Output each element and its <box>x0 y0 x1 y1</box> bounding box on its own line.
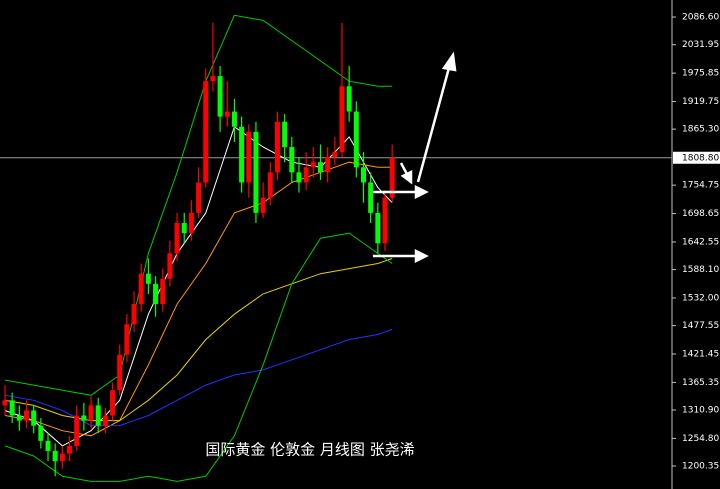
candle-body <box>239 126 245 183</box>
arrow <box>416 63 452 183</box>
y-tick-label: 1588.10 <box>682 265 719 275</box>
candle-body <box>110 390 116 416</box>
candle-body <box>210 76 216 82</box>
y-tick-label: 1532.00 <box>682 293 719 303</box>
candle-body <box>52 450 58 462</box>
arrows <box>373 51 457 264</box>
current-price-label: 1808.80 <box>682 153 719 163</box>
candle-body <box>38 425 44 441</box>
arrow-head <box>414 184 429 200</box>
y-tick-label: 1310.90 <box>682 405 719 415</box>
candle-body <box>131 304 137 325</box>
candle-body <box>174 223 180 254</box>
candle-body <box>102 415 108 426</box>
candle-body <box>217 76 223 117</box>
y-tick-label: 2086.60 <box>682 13 719 23</box>
candle-body <box>231 111 237 127</box>
candle-body <box>45 440 51 451</box>
candle-body <box>253 131 259 213</box>
overlay-line <box>4 161 393 437</box>
y-tick-label: 1254.80 <box>682 434 719 444</box>
candle-body <box>95 405 101 426</box>
arrow-head <box>414 248 429 264</box>
candle-body <box>332 152 338 158</box>
y-tick-label: 1865.30 <box>682 125 719 135</box>
candle-body <box>282 121 288 148</box>
candle-body <box>188 212 194 234</box>
candle-body <box>88 405 94 421</box>
candle-body <box>260 197 266 213</box>
candle-body <box>31 410 37 426</box>
overlay-line <box>4 328 393 427</box>
y-tick-label: 1365.35 <box>682 378 719 388</box>
y-tick-label: 1477.55 <box>682 321 719 331</box>
candle-body <box>145 273 151 284</box>
candle-body <box>138 273 144 305</box>
overlay-line <box>4 232 393 482</box>
candle-body <box>117 354 123 391</box>
y-tick-label: 1919.75 <box>682 97 719 107</box>
candle-body <box>339 86 345 153</box>
arrow-head <box>441 51 457 72</box>
candle-body <box>16 415 22 421</box>
candle-body <box>124 324 130 355</box>
candle-body <box>375 212 381 244</box>
y-tick-label: 1642.55 <box>682 237 719 247</box>
candle-body <box>325 157 331 173</box>
y-tick-label: 1698.65 <box>682 209 719 219</box>
candle-body <box>289 147 295 173</box>
candle-body <box>203 81 209 183</box>
candle-body <box>346 86 352 112</box>
candle-body <box>353 111 359 168</box>
candle-body <box>382 197 388 244</box>
candle-body <box>368 182 374 213</box>
candle-body <box>389 157 395 198</box>
candle-body <box>317 162 323 173</box>
y-tick-label: 2031.95 <box>682 40 719 50</box>
candle-body <box>181 223 187 234</box>
y-tick-label: 1975.85 <box>682 69 719 79</box>
candle-body <box>267 172 273 198</box>
candle-body <box>67 445 73 454</box>
candle-body <box>59 453 65 462</box>
overlay-line <box>4 258 393 422</box>
current-price-box <box>673 151 720 164</box>
candle-body <box>74 415 80 446</box>
candle-body <box>2 400 8 406</box>
candle-body <box>296 172 302 183</box>
candle-body <box>303 167 309 183</box>
candle-body <box>153 283 159 305</box>
candle-body <box>224 111 230 117</box>
candle-body <box>167 253 173 279</box>
chart-title: 国际黄金 伦敦金 月线图 张尧浠 <box>205 441 414 459</box>
candle-body <box>160 278 166 305</box>
candle-body <box>24 410 30 421</box>
y-tick-label: 1754.75 <box>682 181 719 191</box>
candle-body <box>9 400 15 416</box>
y-tick-label: 1200.35 <box>682 462 719 472</box>
candle-body <box>196 182 202 213</box>
y-tick-label: 1421.45 <box>682 349 719 359</box>
candle-body <box>361 167 366 183</box>
arrow-head <box>400 169 413 185</box>
candle-body <box>310 162 316 168</box>
candle-body <box>274 121 280 173</box>
candle-body <box>246 131 252 183</box>
candle-body <box>81 415 87 421</box>
